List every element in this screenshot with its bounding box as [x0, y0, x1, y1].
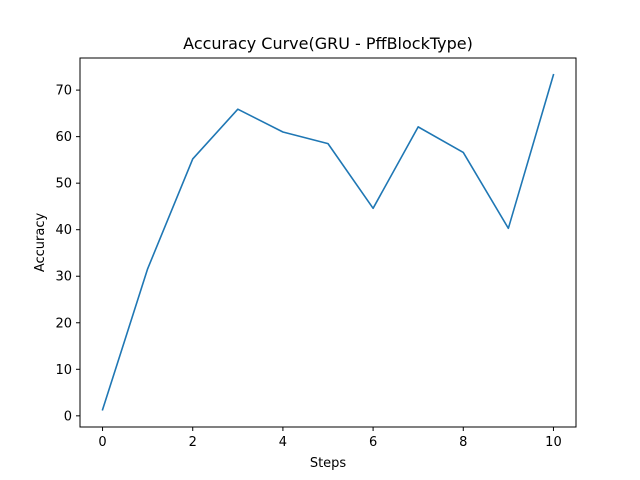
- x-tick-label: 0: [98, 435, 106, 450]
- x-tick-label: 6: [369, 435, 377, 450]
- y-tick-label: 70: [55, 84, 72, 99]
- y-tick-label: 20: [55, 316, 72, 331]
- y-tick-label: 40: [55, 223, 72, 238]
- plot-area: [101, 73, 555, 411]
- x-tick-label: 8: [459, 435, 467, 450]
- x-tick-label: 10: [545, 435, 562, 450]
- y-tick-label: 30: [55, 270, 72, 285]
- y-tick-label: 50: [55, 177, 72, 192]
- x-tick-label: 2: [189, 435, 197, 450]
- x-axis-title: Steps: [310, 456, 347, 471]
- x-tick-label: 4: [279, 435, 287, 450]
- plot-frame: [79, 57, 577, 428]
- chart-title: Accuracy Curve(GRU - PffBlockType): [183, 34, 473, 53]
- y-tick-label: 60: [55, 130, 72, 145]
- y-tick-label: 10: [55, 363, 72, 378]
- y-axis: 0 10 20 30 40 50 60 70: [55, 84, 80, 424]
- y-tick-label: 0: [64, 409, 72, 424]
- x-axis: 0 2 4 6 8 10: [98, 427, 562, 450]
- y-axis-title: Accuracy: [33, 213, 48, 273]
